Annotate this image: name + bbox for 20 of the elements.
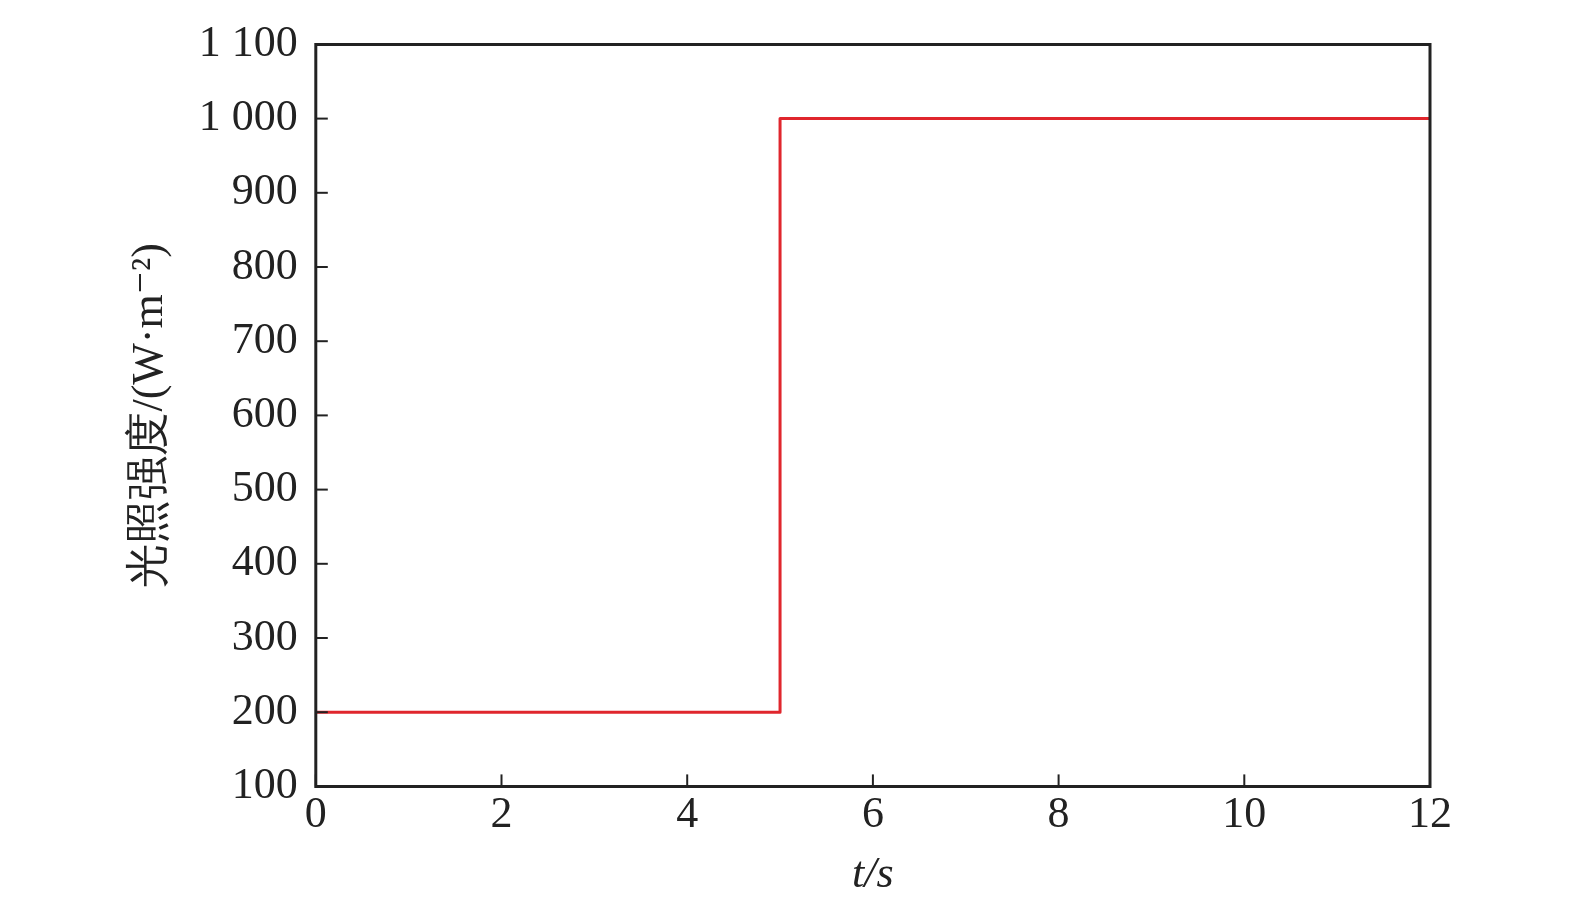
y-tick-label: 300 — [231, 610, 298, 660]
x-tick-label: 0 — [304, 788, 327, 838]
y-tick-label: 900 — [231, 165, 298, 215]
y-tick-label: 400 — [231, 536, 298, 586]
y-tick-label: 600 — [231, 387, 298, 437]
y-tick-label: 100 — [231, 758, 298, 808]
x-tick-label: 4 — [676, 788, 699, 838]
x-tick-label: 12 — [1408, 788, 1452, 838]
x-tick-label: 6 — [861, 788, 884, 838]
y-tick-label: 1 100 — [198, 16, 298, 66]
x-axis-title: t/s — [852, 848, 894, 898]
y-axis-title: 光照强度/(W·m⁻²) — [122, 243, 172, 588]
x-tick-label: 10 — [1222, 788, 1267, 838]
y-tick-label: 800 — [231, 239, 298, 289]
y-tick-label: 1 000 — [198, 91, 298, 141]
y-tick-label: 500 — [231, 462, 298, 512]
y-tick-label: 700 — [231, 313, 298, 363]
y-tick-label: 200 — [231, 684, 298, 734]
x-tick-label: 2 — [490, 788, 513, 838]
x-tick-label: 8 — [1047, 788, 1070, 838]
